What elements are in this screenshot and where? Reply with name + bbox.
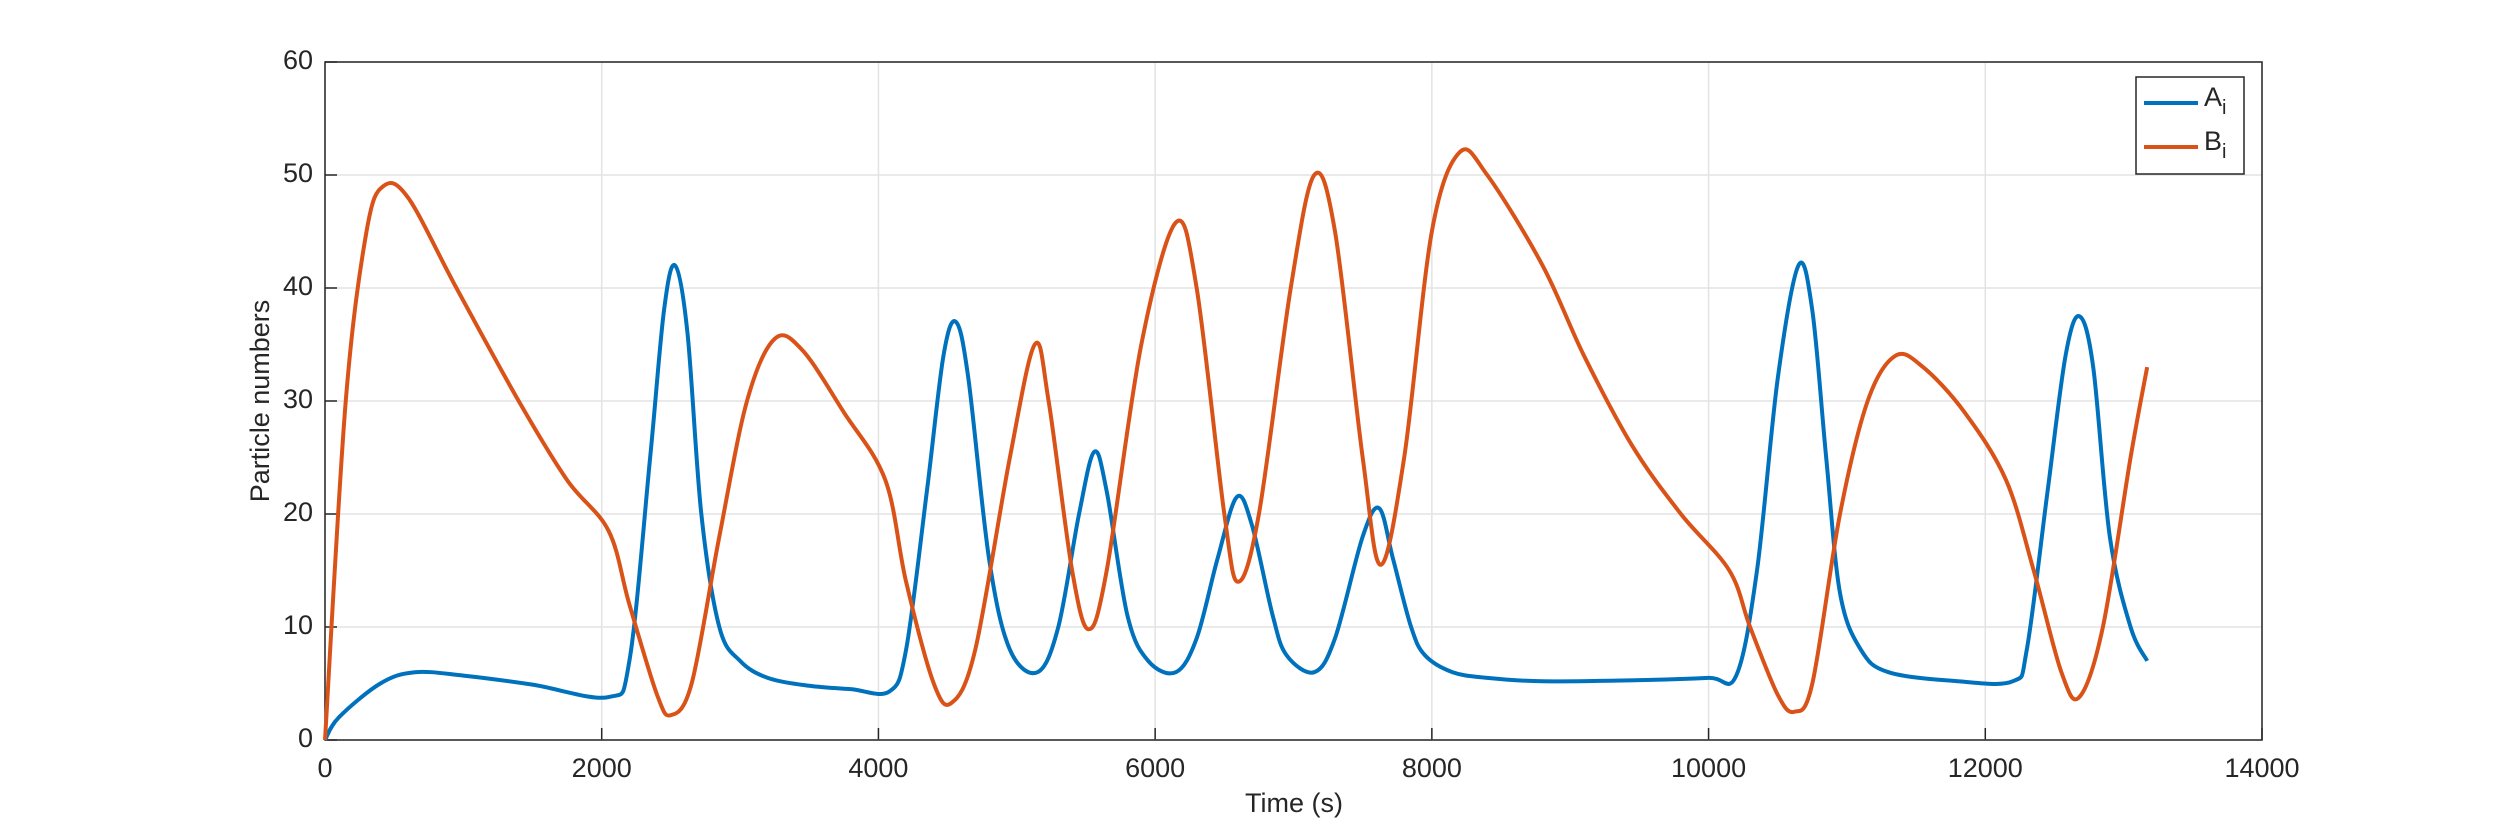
legend-box [2135,76,2245,175]
y-tick-label: 30 [283,384,313,414]
legend-label: Bi [2204,126,2226,163]
y-tick-label: 10 [283,610,313,640]
plot-frame [324,61,2263,741]
data-line [323,260,2149,742]
x-tick-label: 6000 [1125,753,1185,783]
x-tick-label: 0 [317,753,332,783]
y-tick-label: 20 [283,497,313,527]
x-axis-label: Time (s) [1245,788,1343,818]
x-tick-label: 2000 [572,753,632,783]
y-axis-label: Particle numbers [245,300,275,503]
x-tick-label: 10000 [1671,753,1746,783]
x-tick-label: 12000 [1948,753,2023,783]
data-line [323,147,2150,741]
x-tick-label: 14000 [2224,753,2299,783]
x-tick-label: 8000 [1402,753,1462,783]
y-tick-label: 50 [283,158,313,188]
y-tick-label: 0 [298,723,313,753]
y-tick-label: 40 [283,271,313,301]
x-tick-label: 4000 [848,753,908,783]
legend-label: Ai [2204,82,2226,119]
y-tick-label: 60 [283,45,313,75]
